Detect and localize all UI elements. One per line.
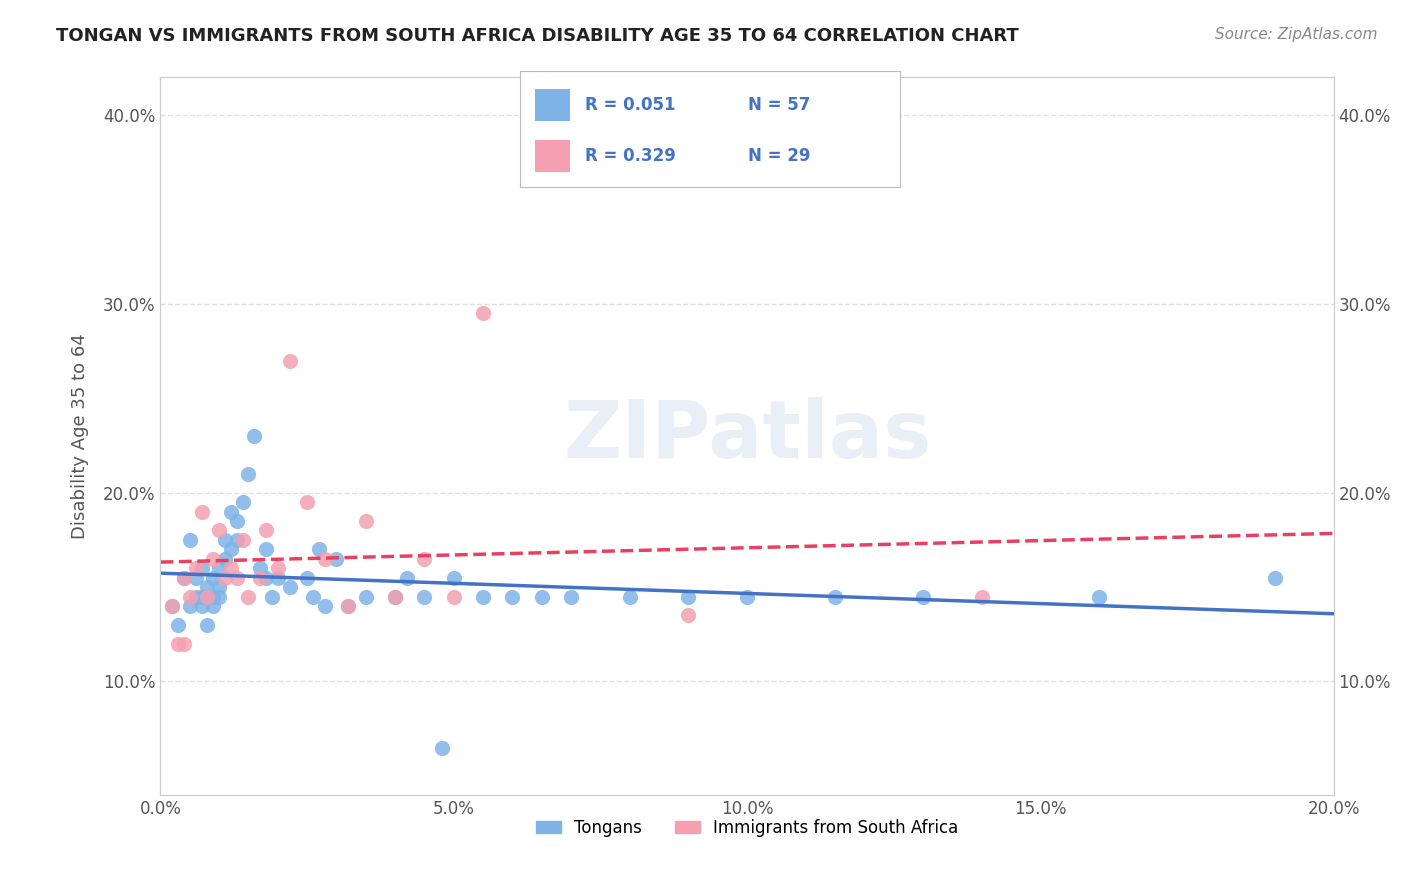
Point — [278, 580, 301, 594]
Point — [260, 590, 283, 604]
Point — [560, 590, 582, 604]
Point — [243, 429, 266, 443]
Point — [202, 599, 225, 613]
Point — [308, 542, 330, 557]
Point — [619, 590, 641, 604]
Point — [190, 590, 212, 604]
Point — [354, 590, 377, 604]
FancyBboxPatch shape — [536, 140, 569, 172]
Point — [208, 561, 231, 575]
Point — [225, 514, 247, 528]
Point — [173, 637, 195, 651]
Point — [197, 590, 219, 604]
Point — [225, 571, 247, 585]
Point — [1088, 590, 1111, 604]
Point — [824, 590, 846, 604]
Point — [197, 590, 219, 604]
Point — [214, 551, 236, 566]
Text: Source: ZipAtlas.com: Source: ZipAtlas.com — [1215, 27, 1378, 42]
Point — [970, 590, 993, 604]
Point — [232, 495, 254, 509]
Point — [443, 571, 465, 585]
Point — [167, 617, 190, 632]
Point — [160, 599, 183, 613]
Point — [384, 590, 406, 604]
Point — [530, 590, 553, 604]
Point — [232, 533, 254, 547]
Point — [325, 551, 347, 566]
Point — [184, 590, 207, 604]
Point — [225, 533, 247, 547]
Point — [295, 495, 318, 509]
Point — [413, 551, 436, 566]
Point — [219, 561, 242, 575]
Text: N = 29: N = 29 — [748, 147, 810, 165]
Point — [337, 599, 360, 613]
Point — [267, 561, 290, 575]
Point — [472, 590, 495, 604]
Point — [179, 590, 201, 604]
Point — [354, 514, 377, 528]
Point — [208, 524, 231, 538]
Point — [678, 590, 700, 604]
Point — [430, 740, 453, 755]
Point — [202, 590, 225, 604]
Text: N = 57: N = 57 — [748, 96, 810, 114]
Point — [254, 542, 277, 557]
Point — [197, 580, 219, 594]
Point — [472, 306, 495, 320]
Point — [208, 590, 231, 604]
Point — [295, 571, 318, 585]
Point — [219, 505, 242, 519]
Point — [202, 571, 225, 585]
Text: TONGAN VS IMMIGRANTS FROM SOUTH AFRICA DISABILITY AGE 35 TO 64 CORRELATION CHART: TONGAN VS IMMIGRANTS FROM SOUTH AFRICA D… — [56, 27, 1019, 45]
Point — [249, 561, 271, 575]
Point — [173, 571, 195, 585]
Point — [214, 571, 236, 585]
Point — [167, 637, 190, 651]
Y-axis label: Disability Age 35 to 64: Disability Age 35 to 64 — [72, 334, 89, 539]
Point — [254, 571, 277, 585]
Point — [678, 608, 700, 623]
Text: ZIPatlas: ZIPatlas — [562, 397, 931, 475]
Point — [179, 599, 201, 613]
Point — [208, 580, 231, 594]
Point — [249, 571, 271, 585]
Legend: Tongans, Immigrants from South Africa: Tongans, Immigrants from South Africa — [529, 813, 966, 844]
Text: R = 0.329: R = 0.329 — [585, 147, 676, 165]
Text: R = 0.051: R = 0.051 — [585, 96, 675, 114]
Point — [384, 590, 406, 604]
Point — [202, 551, 225, 566]
Point — [184, 561, 207, 575]
Point — [190, 561, 212, 575]
Point — [160, 599, 183, 613]
Point — [1264, 571, 1286, 585]
Point — [254, 524, 277, 538]
Point — [302, 590, 325, 604]
Point — [911, 590, 934, 604]
Point — [179, 533, 201, 547]
Point — [413, 590, 436, 604]
Point — [278, 353, 301, 368]
FancyBboxPatch shape — [536, 89, 569, 121]
Point — [267, 571, 290, 585]
Point — [314, 599, 336, 613]
Point — [190, 505, 212, 519]
Point — [395, 571, 418, 585]
Point — [443, 590, 465, 604]
Point — [735, 590, 758, 604]
Point — [173, 571, 195, 585]
Point — [197, 617, 219, 632]
Point — [238, 467, 260, 481]
Point — [337, 599, 360, 613]
Point — [238, 590, 260, 604]
Point — [501, 590, 523, 604]
Point — [190, 599, 212, 613]
Point — [214, 533, 236, 547]
Point — [184, 571, 207, 585]
Point — [314, 551, 336, 566]
Point — [219, 542, 242, 557]
